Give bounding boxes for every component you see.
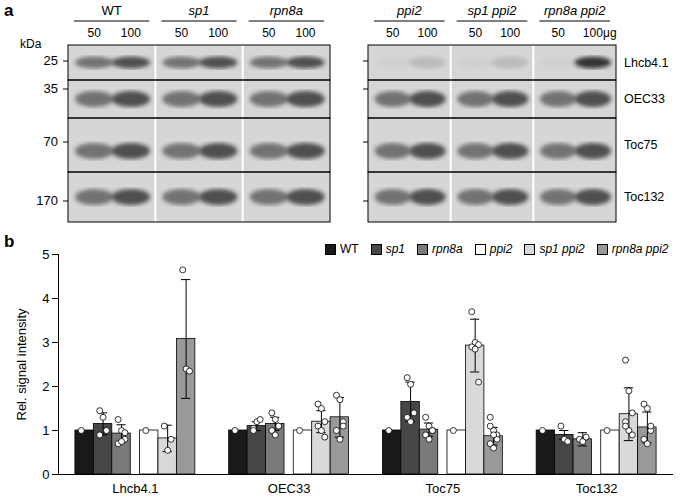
svg-text:WT: WT xyxy=(102,3,122,18)
svg-text:35: 35 xyxy=(44,81,58,96)
html-text:WT: WT xyxy=(340,242,359,256)
html-text:rpn8a ppi2: rpn8a ppi2 xyxy=(611,242,669,256)
svg-text:a: a xyxy=(4,1,14,20)
svg-text:OEC33: OEC33 xyxy=(624,92,665,106)
svg-text:25: 25 xyxy=(44,53,58,68)
svg-text:50: 50 xyxy=(386,26,400,40)
svg-text:kDa: kDa xyxy=(20,37,42,51)
svg-text:2: 2 xyxy=(42,379,49,394)
svg-text:Lhcb4.1: Lhcb4.1 xyxy=(112,481,158,496)
svg-text:sp1: sp1 xyxy=(189,3,210,18)
svg-text:sp1 ppi2: sp1 ppi2 xyxy=(467,3,517,18)
svg-text:100: 100 xyxy=(296,26,316,40)
svg-text:0: 0 xyxy=(42,467,49,482)
svg-text:50: 50 xyxy=(175,26,189,40)
svg-text:Lhcb4.1: Lhcb4.1 xyxy=(624,56,669,70)
svg-text:rpn8a ppi2: rpn8a ppi2 xyxy=(544,3,606,18)
svg-text:100: 100 xyxy=(583,26,603,40)
svg-text:OEC33: OEC33 xyxy=(268,481,311,496)
html-text:ppi2: ppi2 xyxy=(489,242,513,256)
svg-text:50: 50 xyxy=(262,26,276,40)
svg-text:50: 50 xyxy=(469,26,483,40)
svg-text:50: 50 xyxy=(551,26,565,40)
html-text:b: b xyxy=(4,232,15,251)
svg-text:100: 100 xyxy=(418,26,438,40)
svg-text:5: 5 xyxy=(42,247,49,262)
svg-text:μg: μg xyxy=(603,26,617,40)
svg-text:4: 4 xyxy=(42,291,49,306)
svg-text:Toc132: Toc132 xyxy=(624,190,664,204)
svg-text:1: 1 xyxy=(42,423,49,438)
svg-text:170: 170 xyxy=(36,193,58,208)
svg-text:rpn8a: rpn8a xyxy=(270,3,303,18)
svg-text:Toc132: Toc132 xyxy=(576,481,618,496)
svg-text:50: 50 xyxy=(88,26,102,40)
svg-text:Toc75: Toc75 xyxy=(624,138,657,152)
svg-text:Toc75: Toc75 xyxy=(426,481,461,496)
svg-text:ppi2: ppi2 xyxy=(396,3,422,18)
html-text:sp1 ppi2: sp1 ppi2 xyxy=(539,242,585,256)
svg-text:100: 100 xyxy=(500,26,520,40)
html-text:rpn8a: rpn8a xyxy=(432,242,463,256)
svg-text:100: 100 xyxy=(121,26,141,40)
svg-text:70: 70 xyxy=(44,134,58,149)
svg-text:Rel. signal intensity: Rel. signal intensity xyxy=(14,308,29,420)
svg-text:3: 3 xyxy=(42,335,49,350)
html-text:sp1: sp1 xyxy=(385,242,405,256)
svg-text:100: 100 xyxy=(208,26,228,40)
